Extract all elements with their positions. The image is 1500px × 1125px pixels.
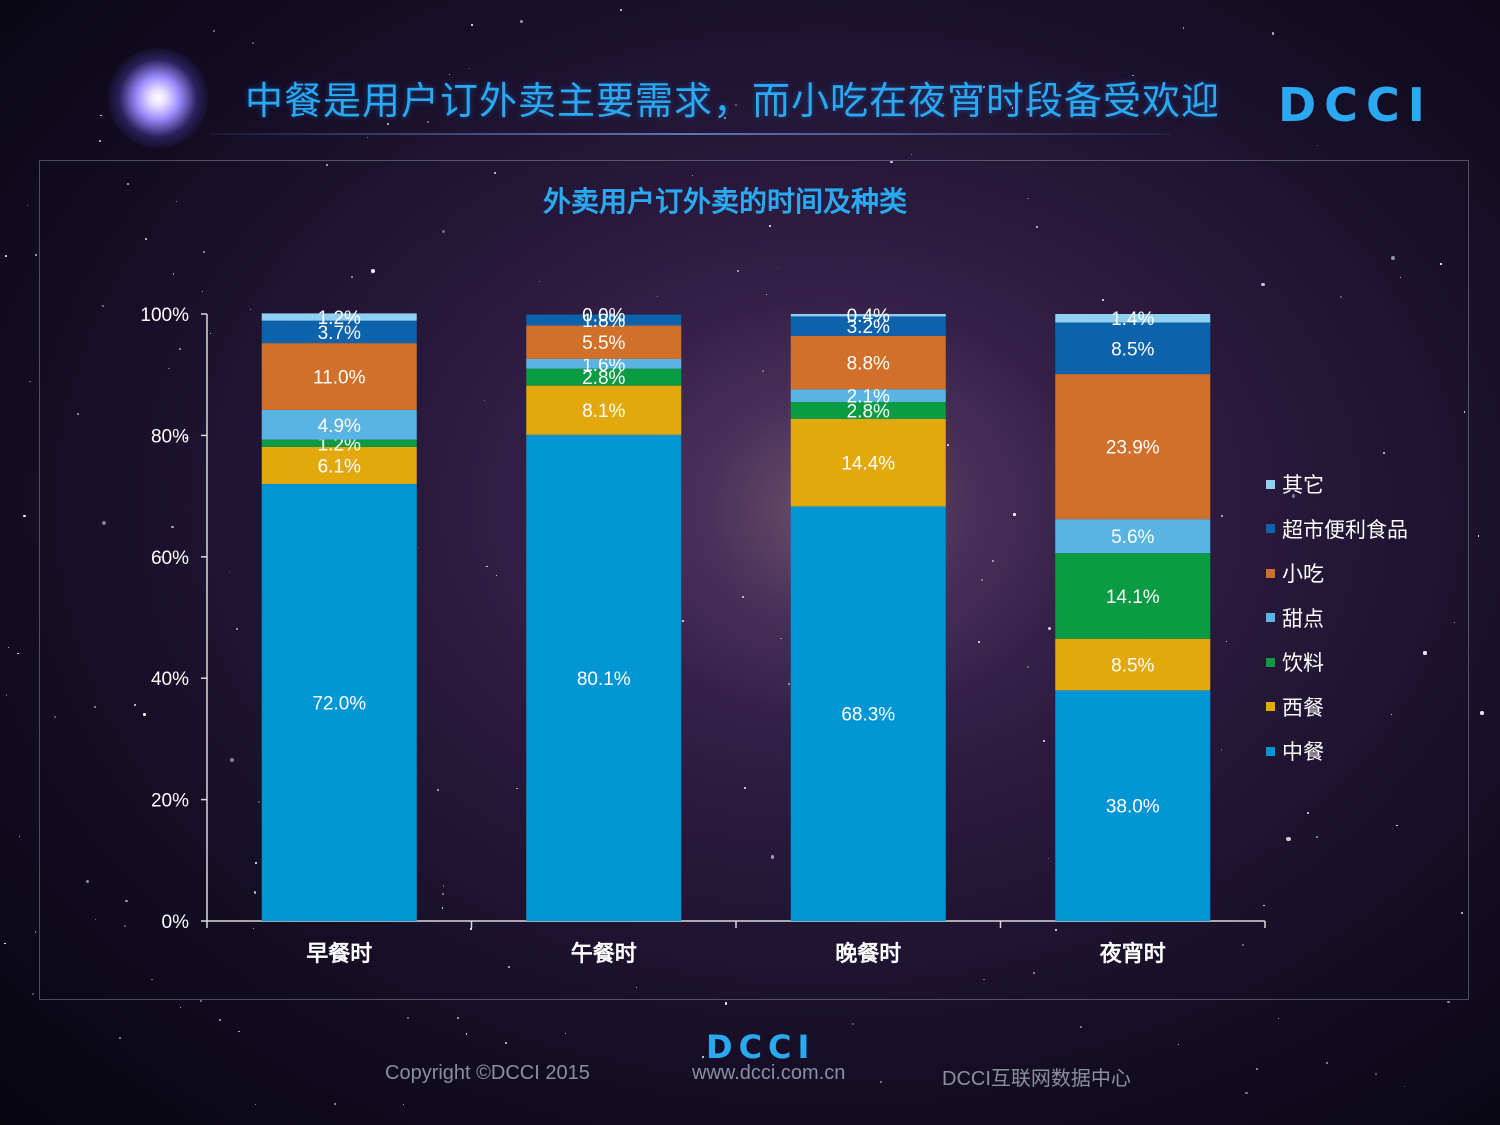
y-tick-label: 60% (151, 548, 189, 569)
legend-item: 超市便利食品 (1266, 507, 1408, 552)
footer-dcci-logo: DCCI (706, 1028, 816, 1066)
glowing-star-decoration (108, 48, 208, 148)
page-title: 中餐是用户订外卖主要需求，而小吃在夜宵时段备受欢迎 (245, 81, 1221, 123)
bar-segment-6 (526, 314, 682, 326)
chart-title: 外卖用户订外卖的时间及种类 (542, 186, 907, 217)
chart-legend: 其它超市便利食品 小吃甜点饮料西餐中餐 (1266, 462, 1408, 774)
bar-segment-2 (790, 419, 946, 507)
footer-website: www.dcci.com.cn (692, 1062, 846, 1084)
data-label: 3.7% (318, 323, 361, 344)
data-label: 3.2% (847, 317, 890, 338)
bar-segment-5 (526, 325, 682, 359)
data-label: 5.6% (1111, 527, 1154, 548)
y-tick-label: 100% (140, 305, 189, 326)
legend-label: 超市便利食品 (1282, 518, 1408, 542)
legend-item: 中餐 (1266, 729, 1408, 774)
dcci-logo: DCCI (1278, 78, 1433, 132)
bar-segment-4 (261, 409, 417, 440)
bar-segment-5 (790, 335, 946, 390)
chart-frame (39, 160, 1469, 1000)
data-label: 23.9% (1106, 438, 1160, 459)
bar-segment-4 (790, 389, 946, 403)
data-label: 2.1% (847, 387, 890, 408)
data-label: 2.8% (582, 368, 625, 389)
legend-swatch (1266, 613, 1275, 623)
x-category-label: 午餐时 (571, 941, 637, 967)
legend-swatch (1266, 524, 1275, 534)
legend-swatch (1266, 657, 1275, 667)
x-category-label: 晚餐时 (835, 942, 901, 967)
bar-segment-7 (790, 314, 946, 317)
y-tick-label: 80% (151, 426, 189, 447)
data-label: 0.0% (582, 306, 625, 327)
bar-segment-6 (1055, 322, 1211, 375)
data-label: 1.4% (1111, 309, 1154, 330)
data-label: 11.0% (313, 368, 366, 389)
data-label: 1.2% (318, 308, 361, 329)
data-label: 8.5% (1111, 339, 1154, 360)
bar-segment-6 (790, 316, 946, 336)
legend-item: 其它 (1266, 462, 1408, 507)
legend-swatch (1266, 746, 1275, 756)
data-label: 1.6% (582, 355, 625, 376)
y-tick-label: 40% (151, 669, 189, 690)
bar-segment-3 (1055, 553, 1211, 639)
data-label: 8.5% (1111, 656, 1154, 677)
data-label: 1.8% (582, 311, 625, 332)
data-label: 14.1% (1106, 587, 1160, 608)
data-label: 6.1% (318, 456, 361, 477)
legend-item: 小吃 (1266, 551, 1408, 596)
data-label: 8.1% (582, 401, 625, 422)
legend-item: 甜点 (1266, 596, 1408, 641)
data-label: 68.3% (841, 705, 895, 726)
bar-segment-3 (261, 439, 417, 447)
bar-segment-4 (1055, 519, 1211, 554)
footer-copyright: Copyright ©DCCI 2015 (385, 1062, 590, 1084)
legend-label: 饮料 (1282, 652, 1324, 676)
y-tick-label: 20% (151, 791, 189, 812)
bar-segment-1 (261, 483, 417, 921)
bar-segment-4 (526, 358, 682, 369)
data-label: 4.9% (318, 416, 361, 437)
header-divider (210, 133, 1170, 135)
data-label: 8.8% (847, 354, 890, 375)
data-label: 72.0% (312, 693, 366, 714)
data-label: 14.4% (841, 454, 895, 475)
data-label: 2.8% (847, 402, 890, 423)
data-label: 38.0% (1106, 797, 1160, 818)
bar-segment-6 (261, 320, 417, 344)
y-tick-label: 0% (162, 912, 190, 933)
bar-segment-3 (790, 402, 946, 420)
bar-segment-5 (261, 343, 417, 410)
footer-organization: DCCI互联网数据中心 (942, 1068, 1131, 1090)
bar-segment-7 (261, 313, 417, 321)
data-label: 80.1% (577, 669, 631, 690)
bar-segment-1 (526, 434, 682, 921)
legend-item: 西餐 (1266, 685, 1408, 730)
legend-item: 饮料 (1266, 640, 1408, 685)
bar-segment-2 (261, 446, 417, 484)
legend-label: 其它 (1282, 474, 1324, 498)
data-label: 5.5% (582, 333, 625, 354)
bar-segment-1 (1055, 690, 1211, 921)
bar-segment-7 (1055, 314, 1211, 323)
legend-swatch (1266, 479, 1275, 489)
legend-label: 中餐 (1282, 741, 1324, 765)
bar-segment-2 (1055, 638, 1211, 691)
legend-label: 西餐 (1282, 696, 1324, 720)
bar-segment-2 (526, 385, 682, 435)
bar-segment-1 (790, 506, 946, 921)
bar-segment-3 (526, 368, 682, 386)
data-label: 0.4% (847, 306, 890, 327)
bar-segment-5 (1055, 374, 1211, 520)
x-category-label: 夜宵时 (1099, 941, 1166, 967)
legend-label: 甜点 (1282, 607, 1324, 631)
x-category-label: 早餐时 (306, 942, 372, 967)
legend-swatch (1266, 702, 1275, 712)
legend-swatch (1266, 568, 1275, 578)
legend-label: 小吃 (1282, 563, 1324, 587)
